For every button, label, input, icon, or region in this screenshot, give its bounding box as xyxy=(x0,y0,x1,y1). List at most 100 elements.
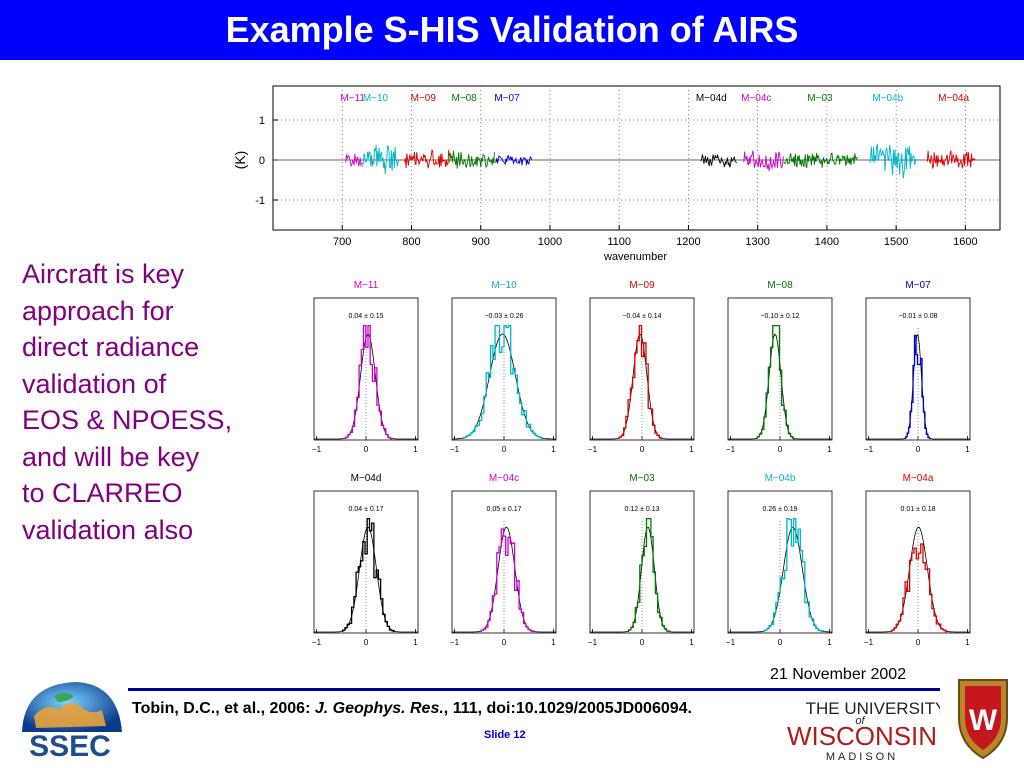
x-tick-label: 1600 xyxy=(953,236,977,248)
panel-frame xyxy=(313,297,419,441)
series-line-M−04a xyxy=(926,150,976,170)
citation-authors: Tobin, D.C., et al., 2006: xyxy=(132,700,315,717)
panel-x-tick-label: −1 xyxy=(726,445,736,454)
histogram-panel: M−04c 0.05 ± 0.17 −1 0 1 xyxy=(450,473,557,647)
body-line: EOS & NPOESS, xyxy=(22,405,233,435)
panel-x-tick-label: −1 xyxy=(726,638,736,647)
series-label: M−04d xyxy=(696,93,727,104)
panel-title: M−09 xyxy=(629,280,655,291)
body-line: and will be key xyxy=(22,441,200,472)
panel-x-tick-label: 1 xyxy=(551,638,556,647)
y-axis-label: (K) xyxy=(232,151,248,170)
series-label: M−04a xyxy=(938,93,969,104)
panel-title: M−03 xyxy=(629,473,655,484)
panel-frame xyxy=(589,297,695,441)
x-tick-label: 900 xyxy=(472,236,490,248)
series-label: M−03 xyxy=(807,93,833,104)
series-line-M−03 xyxy=(783,152,859,168)
x-tick-label: 1300 xyxy=(745,236,769,248)
series-line-M−08 xyxy=(449,150,495,169)
histogram-panel: M−11 0.04 ± 0.15 −1 0 1 xyxy=(312,280,419,454)
series-line-M−11 xyxy=(345,153,363,167)
citation-rest: , 111, doi:10.1029/2005JD006094. xyxy=(443,700,692,717)
panel-x-tick-label: −1 xyxy=(588,445,598,454)
panel-x-tick-label: 0 xyxy=(916,445,921,454)
panel-x-tick-label: −1 xyxy=(588,638,598,647)
ssec-logo-text: SSEC xyxy=(29,730,111,762)
panel-x-tick-label: 1 xyxy=(965,445,970,454)
panel-stat: 0.12 ± 0.13 xyxy=(625,506,660,513)
panel-stat: 0.01 ± 0.18 xyxy=(901,506,936,513)
histogram-steps xyxy=(891,543,948,633)
gaussian-fit-curve xyxy=(314,526,418,633)
panel-x-tick-label: 1 xyxy=(827,445,832,454)
body-line: validation of xyxy=(22,368,167,399)
series-label: M−09 xyxy=(411,93,437,104)
panel-title: M−08 xyxy=(767,280,793,291)
x-tick-label: 800 xyxy=(402,236,420,248)
panel-x-tick-label: 1 xyxy=(689,638,694,647)
panel-stat: −0.10 ± 0.12 xyxy=(760,313,799,320)
uw-line-madison: MADISON xyxy=(826,751,898,763)
body-line: validation also xyxy=(22,514,194,545)
histogram-steps xyxy=(756,324,796,440)
histogram-steps xyxy=(627,517,671,633)
x-tick-label: 1000 xyxy=(538,236,562,248)
body-line: direct radiance xyxy=(22,332,200,362)
citation: Tobin, D.C., et al., 2006: J. Geophys. R… xyxy=(132,700,692,718)
slide-title: Example S-HIS Validation of AIRS xyxy=(225,9,799,50)
panel-title: M−04d xyxy=(351,473,382,484)
panel-x-tick-label: 0 xyxy=(778,445,783,454)
uw-crest: W xyxy=(958,679,1008,760)
histogram-panel: M−03 0.12 ± 0.13 −1 0 1 xyxy=(588,473,695,647)
series-line-M−04b xyxy=(869,143,917,179)
presentation-date: 21 November 2002 xyxy=(770,666,907,683)
panel-x-tick-label: −1 xyxy=(312,638,322,647)
uw-line-university: THE UNIVERSITY xyxy=(806,699,940,718)
panel-x-tick-label: −1 xyxy=(864,638,874,647)
panel-x-tick-label: 1 xyxy=(827,638,832,647)
panel-x-tick-label: 0 xyxy=(502,445,507,454)
histogram-steps xyxy=(345,324,393,440)
slide-number: Slide 12 xyxy=(484,729,526,741)
panel-x-tick-label: −1 xyxy=(864,445,874,454)
panel-frame xyxy=(727,490,833,634)
panel-title: M−10 xyxy=(491,280,517,291)
series-line-M−04d xyxy=(700,153,737,168)
histogram-panel: M−10 −0.03 ± 0.26 −1 0 1 xyxy=(450,280,557,454)
histogram-steps xyxy=(618,324,663,440)
panel-x-tick-label: 1 xyxy=(551,445,556,454)
panel-frame xyxy=(865,297,971,441)
histogram-steps xyxy=(763,517,825,633)
panel-x-tick-label: 1 xyxy=(689,445,694,454)
y-tick-label: -1 xyxy=(255,195,265,207)
x-axis-label: wavenumber xyxy=(603,251,667,263)
series-label: M−08 xyxy=(451,93,477,104)
spectral-difference-chart: 700 800 900 1000 1100 1200 1300 1400 1500 1600 -1 0… xyxy=(232,85,1001,263)
x-tick-label: 1100 xyxy=(607,236,631,248)
panel-stat: −0.01 ± 0.08 xyxy=(898,313,937,320)
panel-stat: −0.03 ± 0.26 xyxy=(484,313,523,320)
x-tick-label: 1500 xyxy=(884,236,908,248)
panel-x-tick-label: 0 xyxy=(640,445,645,454)
y-tick-label: 0 xyxy=(259,155,265,167)
panel-x-tick-label: −1 xyxy=(450,445,460,454)
histogram-steps xyxy=(463,324,543,440)
panel-x-tick-label: 0 xyxy=(364,638,369,647)
panel-x-tick-label: 0 xyxy=(916,638,921,647)
panel-frame xyxy=(313,490,419,634)
series-line-M−04c xyxy=(743,150,784,172)
series-label: M−07 xyxy=(494,93,520,104)
gaussian-fit-curve xyxy=(866,333,970,440)
panel-x-tick-label: 1 xyxy=(965,638,970,647)
body-line: to CLARREO xyxy=(22,478,183,508)
series-line-M−09 xyxy=(404,148,450,169)
citation-journal: J. Geophys. Res. xyxy=(314,700,444,717)
crest-w-letter: W xyxy=(969,704,998,737)
histogram-panel: M−04b 0.26 ± 0.19 −1 0 1 xyxy=(726,473,833,647)
uw-line-of: of xyxy=(855,715,865,727)
histogram-panel: M−09 −0.04 ± 0.14 −1 0 1 xyxy=(588,280,695,454)
panel-title: M−04a xyxy=(903,473,934,484)
histogram-panel: M−04d 0.04 ± 0.17 −1 0 1 xyxy=(312,473,419,647)
panel-frame xyxy=(451,297,557,441)
